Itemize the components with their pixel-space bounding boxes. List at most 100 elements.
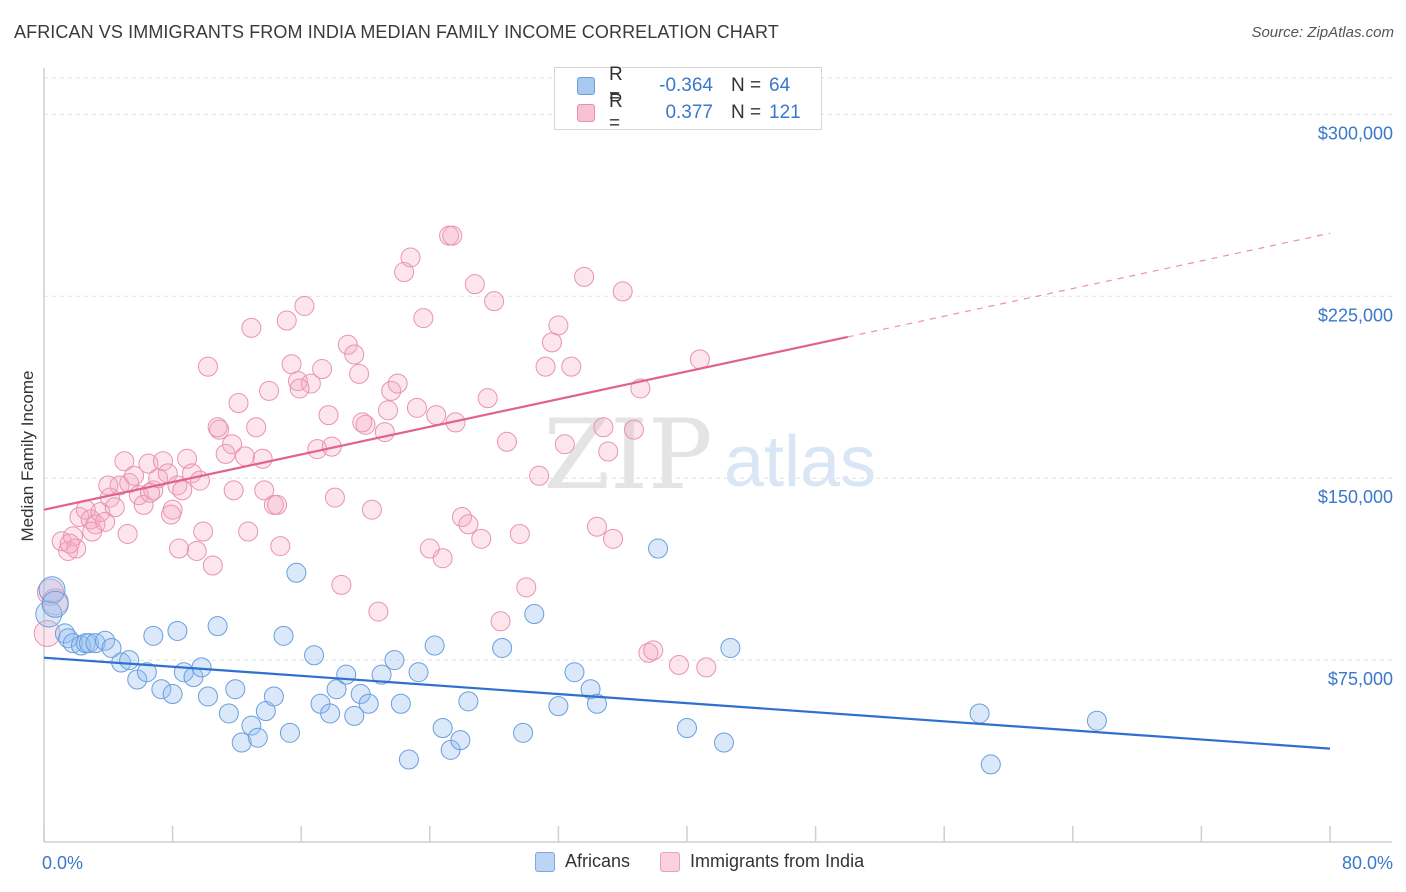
legend-item-africans: Africans	[535, 851, 630, 872]
india-point	[516, 577, 537, 598]
african-point	[225, 679, 246, 700]
india-point	[276, 310, 297, 331]
india-point	[458, 514, 479, 535]
african-point	[458, 691, 479, 712]
india-point	[324, 487, 345, 508]
india-point	[114, 451, 135, 472]
india-point	[561, 356, 582, 377]
india-point	[630, 378, 651, 399]
india-point	[82, 521, 103, 542]
african-point	[408, 662, 429, 683]
india-point	[318, 405, 339, 426]
india-point	[124, 465, 145, 486]
african-point	[304, 645, 325, 666]
african-point	[273, 625, 294, 646]
india-point	[432, 548, 453, 569]
african-point	[336, 664, 357, 685]
legend-swatch-africans	[535, 851, 555, 872]
african-point	[247, 727, 268, 748]
india-point	[254, 480, 275, 501]
legend-n-value: 121	[769, 102, 801, 123]
african-point	[969, 703, 990, 724]
x-tick-label-max: 80.0%	[1342, 853, 1393, 873]
legend-row-india: R = 0.377 N = 121	[577, 91, 801, 134]
india-point	[222, 434, 243, 455]
african-point	[218, 703, 239, 724]
india-point	[471, 528, 492, 549]
india-point	[270, 536, 291, 557]
india-point	[586, 516, 607, 537]
african-point	[162, 684, 183, 705]
african-point	[524, 604, 545, 625]
series-africans-points	[35, 538, 1107, 775]
india-point	[300, 373, 321, 394]
african-point	[548, 696, 569, 717]
y-tick-label: $300,000	[1318, 123, 1393, 143]
legend-row-africans: R = -0.364 N = 64	[577, 64, 790, 107]
india-point	[361, 499, 382, 520]
india-point	[234, 446, 255, 467]
india-point	[259, 380, 280, 401]
india-point	[312, 359, 333, 380]
african-point	[677, 718, 697, 739]
india-point	[51, 531, 72, 552]
source-label: Source: ZipAtlas.com	[1251, 24, 1394, 41]
india-point	[643, 640, 664, 661]
india-point	[193, 521, 214, 542]
trend-lines	[43, 232, 1331, 750]
india-point	[241, 317, 262, 338]
african-point	[713, 732, 734, 753]
african-point	[390, 693, 411, 714]
india-point	[535, 356, 556, 377]
india-point	[344, 344, 365, 365]
india-point	[496, 431, 517, 452]
india-point	[169, 538, 190, 559]
african-point	[424, 635, 445, 656]
legend-label-africans: Africans	[565, 851, 631, 871]
african-point	[980, 754, 1001, 775]
india-point	[484, 291, 505, 312]
african-point	[79, 633, 100, 654]
india-point	[426, 405, 447, 426]
series-india-points	[33, 225, 717, 678]
african-point	[167, 620, 188, 641]
india-point	[378, 400, 399, 421]
india-point	[228, 393, 249, 414]
african-point	[231, 732, 252, 753]
tick-labels: $75,000 $150,000 $225,000 $300,000 0.0% 80.0%	[42, 123, 1393, 873]
india-point	[554, 434, 575, 455]
india-point	[172, 480, 193, 501]
india-point	[59, 533, 80, 554]
african-point	[586, 693, 607, 714]
chart-title: AFRICAN VS IMMIGRANTS FROM INDIA MEDIAN …	[14, 22, 779, 42]
african-point	[513, 722, 534, 743]
india-point	[267, 494, 288, 515]
legend-n-label: N =	[731, 102, 762, 123]
watermark-atlas: atlas	[724, 422, 876, 502]
india-point	[207, 417, 228, 438]
india-point	[413, 308, 434, 329]
india-point	[593, 417, 614, 438]
india-point	[197, 356, 218, 377]
india-point	[331, 574, 352, 595]
legend-r-label: R =	[609, 64, 623, 107]
india-point	[598, 441, 619, 462]
african-point	[648, 538, 669, 559]
x-tick-label-min: 0.0%	[42, 853, 83, 873]
india-point	[406, 397, 427, 418]
african-point	[720, 637, 741, 658]
legend-item-india: Immigrants from India	[660, 851, 864, 872]
african-point	[241, 715, 262, 736]
african-point	[286, 562, 307, 583]
african-point	[564, 662, 585, 683]
legend-r-value: -0.364	[659, 75, 713, 96]
india-point	[612, 281, 633, 302]
gridlines	[44, 77, 1392, 661]
legend-n-label: N =	[731, 75, 762, 96]
african-point	[450, 730, 471, 751]
india-point	[477, 388, 498, 409]
india-point	[223, 480, 244, 501]
african-point	[326, 679, 347, 700]
india-point	[186, 540, 207, 561]
india-point	[104, 497, 125, 518]
